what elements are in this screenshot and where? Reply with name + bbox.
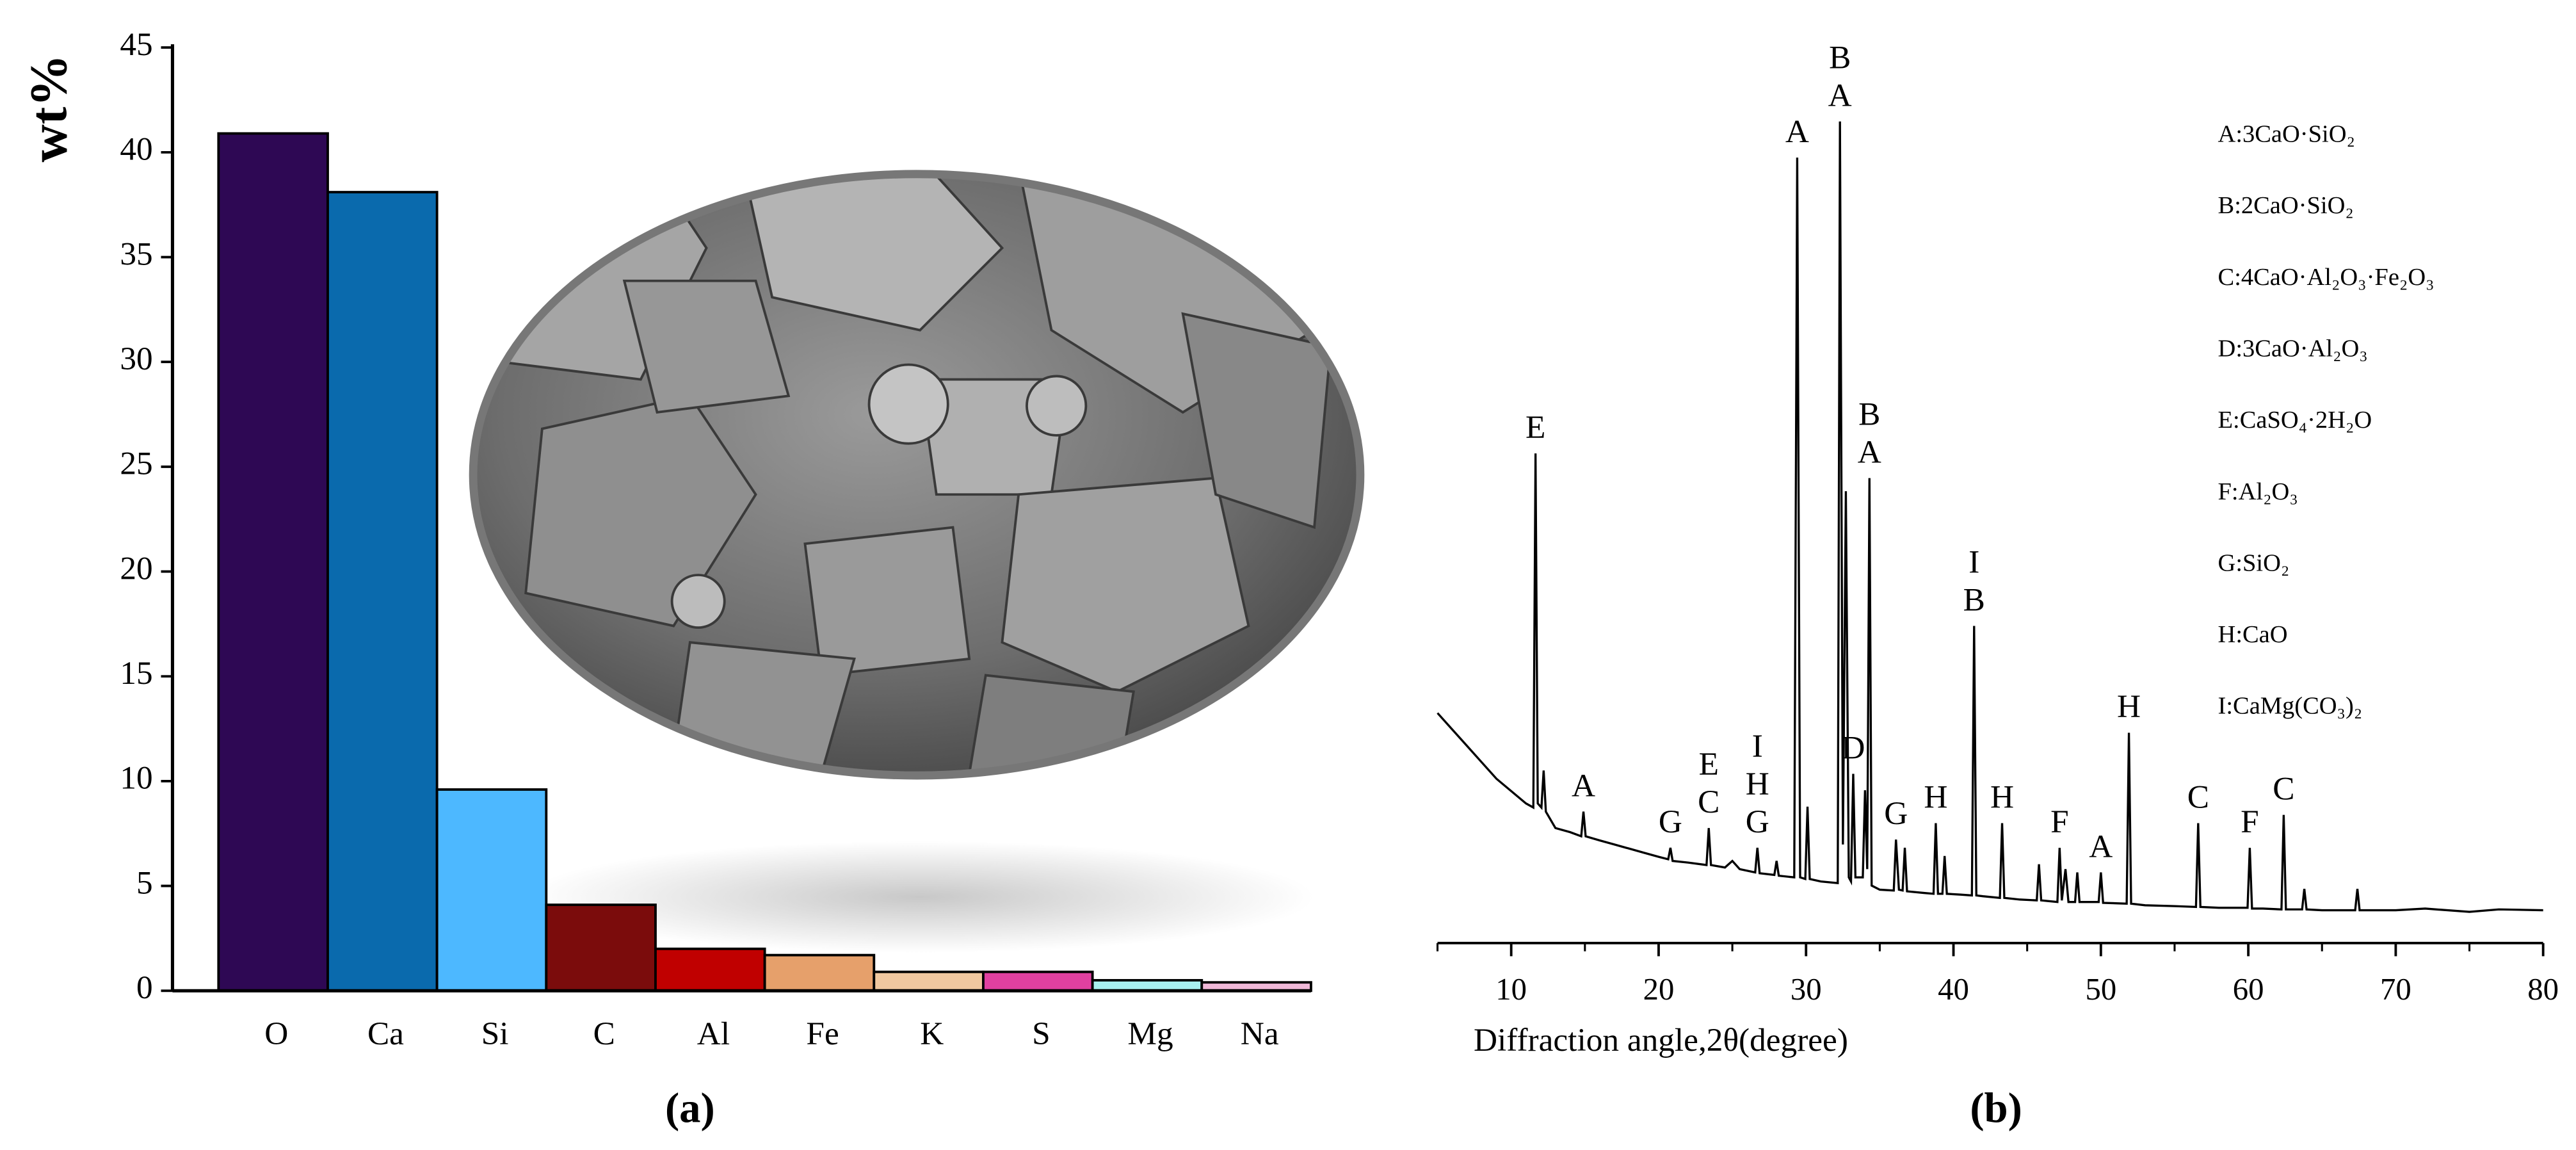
peak-label: A [1858, 433, 1881, 470]
y-tick-label: 20 [120, 550, 152, 587]
x-tick-label: 20 [1643, 972, 1675, 1007]
sem-image [469, 170, 1365, 780]
peak-label: C [2273, 771, 2294, 807]
x-tick-label: S [1032, 1016, 1051, 1052]
bar [435, 788, 548, 992]
legend-entry: D:3CaO·Al₂O₃ [2218, 336, 2368, 362]
peak-label: C [2187, 779, 2209, 815]
legend-entry: I:CaMg(CO₃)₂ [2218, 693, 2363, 720]
x-tick-label: Al [697, 1016, 730, 1052]
y-axis-label: wt% [20, 54, 78, 163]
x-tick-label: Ca [367, 1016, 404, 1052]
image-shadow [526, 841, 1315, 953]
x-axis-label: Diffraction angle,2θ(degree) [1474, 1022, 1848, 1058]
peak-label: C [1698, 784, 1719, 820]
bar [545, 903, 657, 992]
peak-label: G [1659, 804, 1682, 840]
peak-label: B [1829, 40, 1851, 76]
bar [982, 970, 1094, 992]
y-tick-label: 25 [120, 446, 152, 482]
x-tick-label: O [264, 1016, 288, 1052]
y-tick-label: 0 [136, 969, 153, 1006]
peak-label: H [1924, 779, 1947, 815]
peak-label: F [2050, 804, 2069, 840]
peak-label: E [1525, 409, 1545, 446]
x-tick-label: 60 [2233, 972, 2264, 1007]
peak-label: E [1699, 746, 1719, 782]
y-tick-label: 15 [120, 655, 152, 692]
x-tick-label: 30 [1791, 972, 1822, 1007]
bar [873, 970, 985, 992]
bar [217, 132, 329, 992]
legend-entry: E:CaSO₄·2H₂O [2218, 407, 2372, 433]
x-tick-label: Si [481, 1016, 509, 1052]
peak-label: D [1841, 729, 1865, 766]
y-tick-label: 30 [120, 341, 152, 377]
legend-entry: G:SiO₂ [2218, 549, 2290, 576]
bar [654, 947, 766, 992]
legend-entry: F:Al₂O₃ [2218, 478, 2298, 505]
x-tick-label: K [920, 1016, 944, 1052]
panel-label: (b) [1970, 1085, 2022, 1132]
legend-entry: C:4CaO·Al₂O₃·Fe₂O₃ [2218, 264, 2435, 291]
peak-label: A [1828, 77, 1852, 114]
bar [326, 191, 439, 992]
x-tick-label: 80 [2527, 972, 2559, 1007]
legend-entry: B:2CaO·SiO₂ [2218, 192, 2354, 219]
bar [763, 953, 876, 992]
peak-label: G [1884, 795, 1908, 832]
peak-label: I [1968, 544, 1979, 580]
y-tick-label: 40 [120, 131, 152, 168]
x-tick-label: Mg [1127, 1016, 1173, 1052]
legend-entry: A:3CaO·SiO₂ [2218, 121, 2355, 148]
peak-label: F [2241, 804, 2259, 840]
peak-label: H [2117, 688, 2141, 725]
x-tick-label: 70 [2380, 972, 2411, 1007]
y-tick-label: 35 [120, 236, 152, 272]
x-tick-label: 50 [2085, 972, 2116, 1007]
peak-label: H [1746, 766, 1769, 802]
y-tick-label: 10 [120, 760, 152, 797]
panel-label: (a) [665, 1085, 715, 1132]
peak-label: G [1746, 804, 1769, 840]
legend-entry: H:CaO [2218, 621, 2288, 648]
peak-label: A [1785, 113, 1809, 150]
x-tick-label: C [593, 1016, 615, 1052]
peak-label: A [2089, 828, 2113, 864]
peak-label: A [1572, 767, 1595, 804]
peak-label: H [1990, 779, 2014, 815]
y-tick-label: 5 [136, 864, 153, 901]
peak-label: I [1752, 728, 1763, 765]
x-tick-label: 40 [1938, 972, 1969, 1007]
x-tick-label: Fe [806, 1016, 839, 1052]
x-tick-label: 10 [1495, 972, 1527, 1007]
x-tick-label: Na [1241, 1016, 1279, 1052]
xrd-line [1437, 121, 2543, 913]
peak-label: B [1963, 581, 1985, 618]
peak-label: B [1858, 396, 1880, 432]
y-tick-label: 45 [120, 26, 152, 63]
